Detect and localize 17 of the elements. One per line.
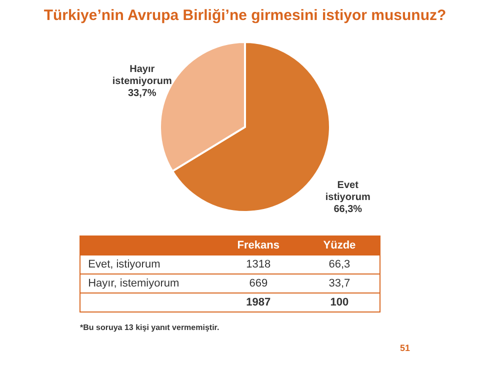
text: 100 (330, 296, 349, 308)
category-label: Frekans (237, 240, 280, 252)
category-label: Yüzde (323, 240, 356, 252)
text: 51 (400, 343, 410, 353)
data-label: 66,3% (334, 204, 362, 215)
chart-title: Türkiye’nin Avrupa Birliği’ne girmesini istiyor musunuz? (44, 7, 446, 24)
text: 33,7 (328, 278, 350, 290)
text: 669 (249, 278, 268, 290)
slice-label: Hayır istemiyorum (112, 64, 172, 88)
data-label: 33,7% (128, 88, 156, 100)
text: 66,3 (328, 258, 350, 270)
text: 1318 (246, 258, 271, 270)
text: *Bu soruya 13 kişi yanıt vermemiştir. (80, 323, 220, 332)
category-label: Evet, istiyorum (88, 258, 160, 270)
category-label: Hayır, istemiyorum (88, 278, 180, 290)
text: 1987 (246, 296, 271, 308)
slice-label: Evet istiyorum (325, 180, 370, 203)
